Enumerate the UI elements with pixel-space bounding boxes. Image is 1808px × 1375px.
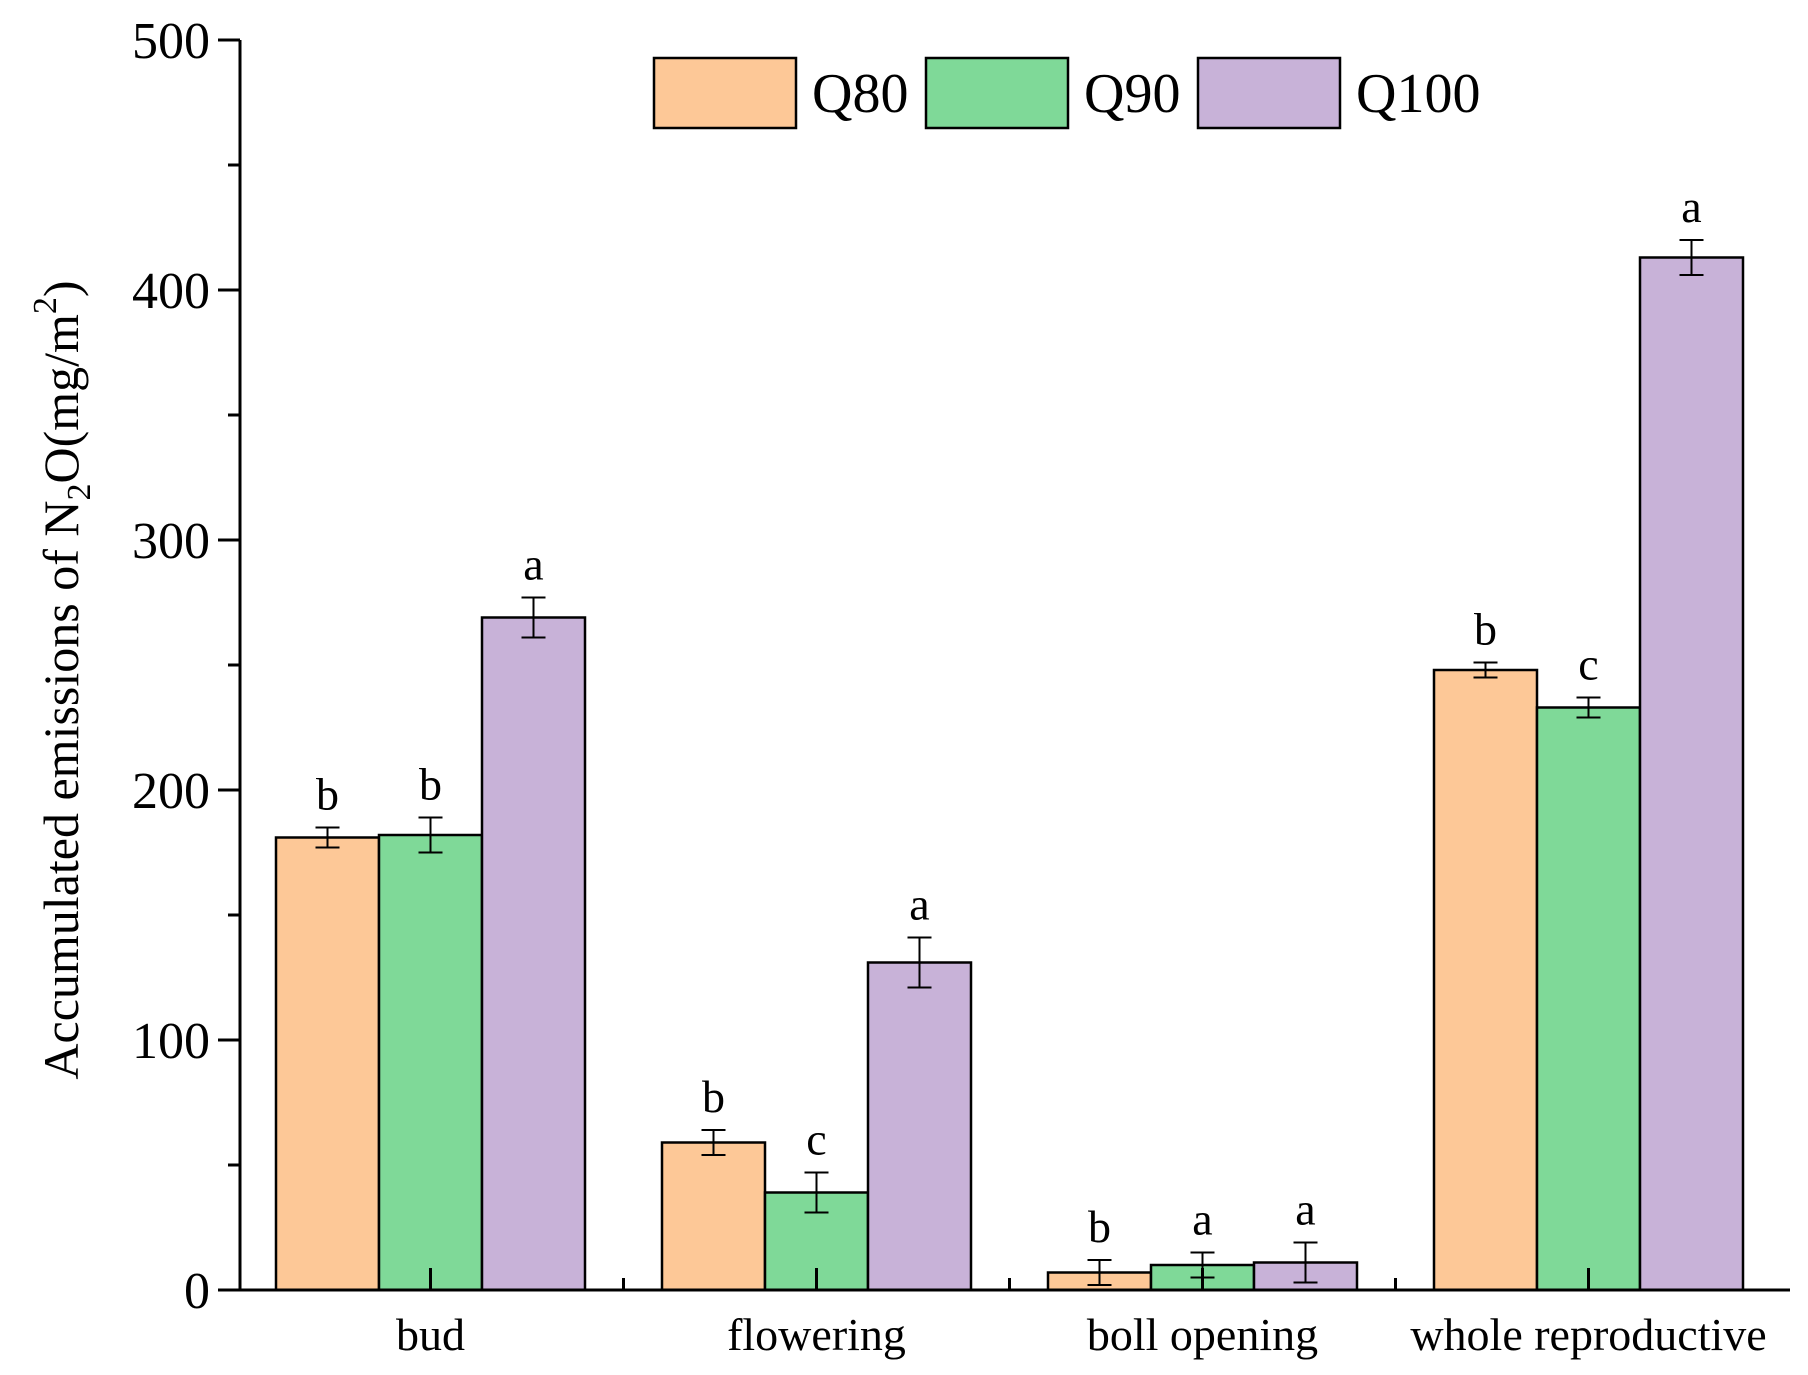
y-tick-label-0: 0 — [184, 1263, 210, 1320]
significance-label-q80-3: b — [1474, 604, 1497, 655]
x-category-label-0: bud — [396, 1309, 465, 1360]
significance-label-q90-0: b — [419, 759, 442, 810]
bar-q80-3 — [1432, 668, 1539, 1292]
legend: Q80 Q90 Q100 — [652, 56, 1480, 130]
bar-q90-3 — [1535, 706, 1642, 1292]
significance-label-q100-1: a — [909, 879, 929, 930]
significance-label-q80-2: b — [1088, 1201, 1111, 1252]
y-tick-label-500: 500 — [132, 13, 210, 70]
significance-label-q100-0: a — [523, 539, 543, 590]
y-axis-title: Accumulated emissions of N2O(mg/m2) — [27, 280, 98, 1079]
significance-labels-layer: b b b b b c a c a a a a — [316, 181, 1702, 1252]
axes-layer: 0 100 200 300 400 500 bud flowering boll opening… — [132, 13, 1790, 1360]
bar-q100-1 — [866, 961, 973, 1292]
y-tick-label-300: 300 — [132, 513, 210, 570]
y-tick-label-100: 100 — [132, 1013, 210, 1070]
significance-label-q100-2: a — [1295, 1184, 1315, 1235]
legend-label-q100: Q100 — [1356, 63, 1480, 125]
bars-layer — [274, 256, 1745, 1292]
significance-label-q90-3: c — [1578, 639, 1598, 690]
y-axis-title-mid: O(mg/m — [33, 314, 89, 484]
legend-swatch-q100 — [1196, 56, 1342, 130]
significance-label-q100-3: a — [1681, 181, 1701, 232]
y-axis-title-pre: Accumulated emissions of N — [33, 501, 89, 1080]
x-category-label-1: flowering — [727, 1309, 906, 1360]
y-axis-title-post: ) — [33, 280, 89, 297]
bar-q100-0 — [480, 616, 587, 1292]
x-category-label-3: whole reproductive — [1410, 1309, 1766, 1360]
bar-q80-1 — [660, 1141, 767, 1292]
y-tick-label-400: 400 — [132, 263, 210, 320]
legend-label-q90: Q90 — [1084, 63, 1180, 125]
y-axis-title-sub: 2 — [61, 484, 98, 501]
legend-swatch-q90 — [924, 56, 1070, 130]
bar-q90-0 — [377, 833, 484, 1292]
significance-label-q90-2: a — [1192, 1194, 1212, 1245]
significance-label-q90-1: c — [806, 1114, 826, 1165]
error-bars-layer — [315, 239, 1704, 1286]
significance-label-q80-1: b — [702, 1071, 725, 1122]
legend-label-q80: Q80 — [812, 63, 908, 125]
legend-swatch-q80 — [652, 56, 798, 130]
y-axis-title-sup: 2 — [27, 297, 64, 314]
x-category-label-2: boll opening — [1087, 1309, 1318, 1360]
significance-label-q80-0: b — [316, 769, 339, 820]
bar-q100-3 — [1638, 256, 1745, 1292]
y-tick-label-200: 200 — [132, 763, 210, 820]
bar-q80-0 — [274, 836, 381, 1292]
